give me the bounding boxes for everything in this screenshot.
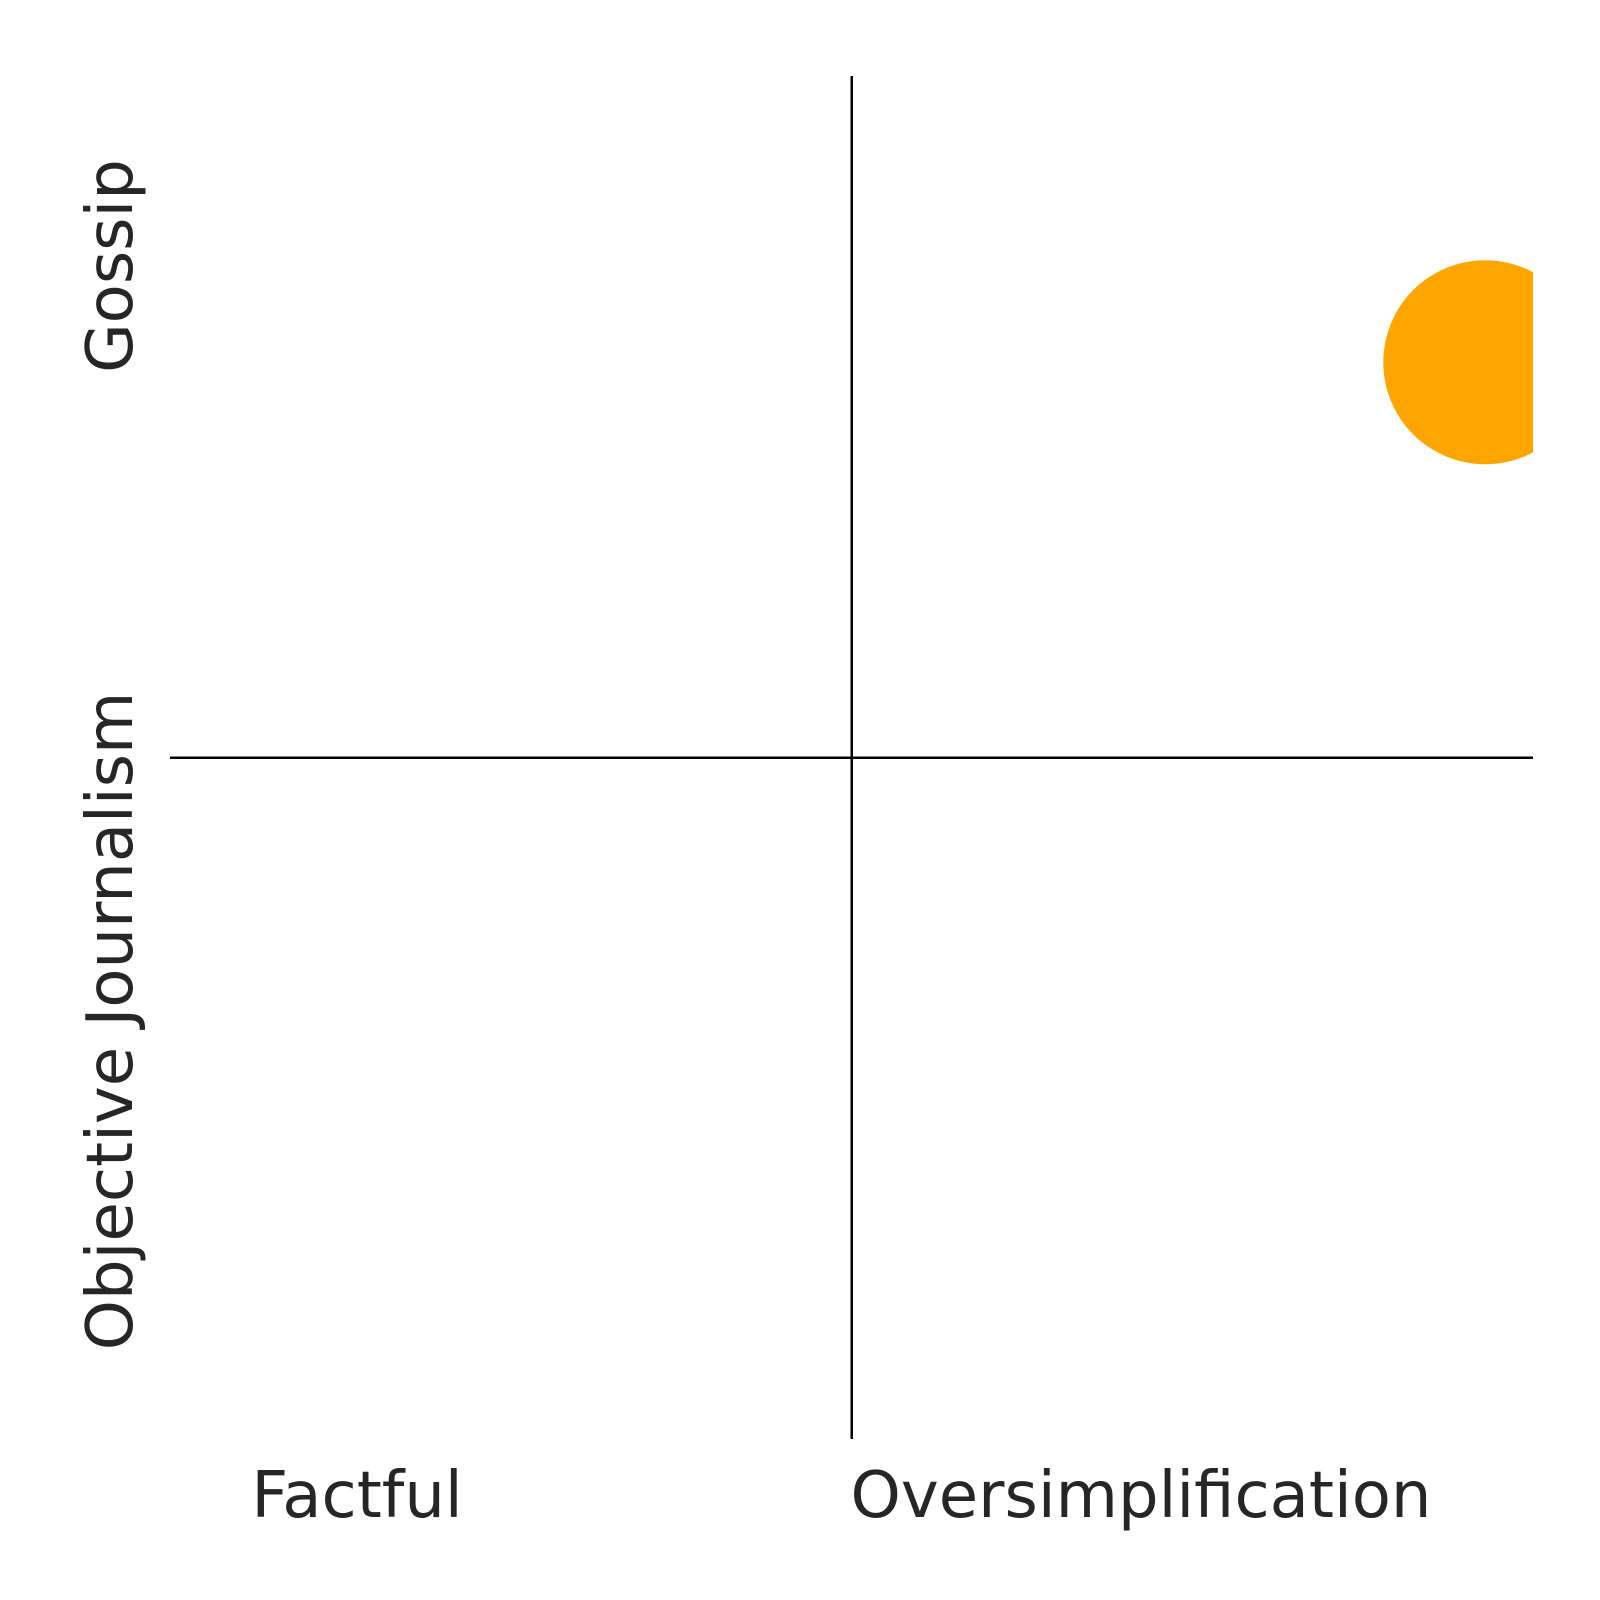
x-axis-negative-label: Factful: [251, 1459, 462, 1533]
points-layer: [1383, 260, 1533, 465]
data-point-1: [1383, 260, 1533, 465]
plot-area: [170, 76, 1533, 1439]
y-axis-negative-label: Objective Journalism: [74, 692, 148, 1351]
y-axis-positive-label: Gossip: [74, 159, 148, 373]
x-axis-positive-label: Oversimplification: [851, 1459, 1432, 1533]
